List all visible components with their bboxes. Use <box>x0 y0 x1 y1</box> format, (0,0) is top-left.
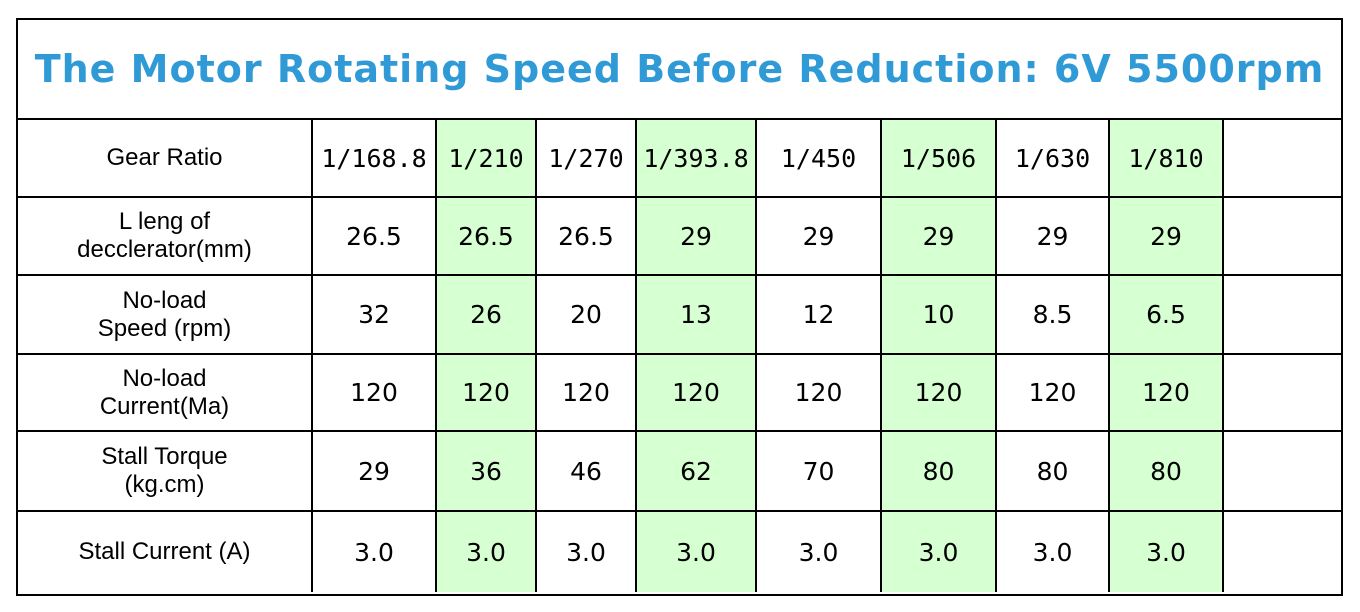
gear-ratio-cell: 1/270 <box>535 118 637 198</box>
value-cell: 62 <box>635 430 757 512</box>
value-cell: 29 <box>635 196 757 276</box>
value-cell: 80 <box>1108 430 1224 512</box>
value-cell: 3.0 <box>311 510 437 592</box>
table-row: Stall Torque (kg.cm) 29 36 46 62 70 80 80 80 <box>18 430 1343 512</box>
value-cell: 29 <box>995 196 1110 276</box>
row-label: L leng of decclerator(mm) <box>18 196 313 276</box>
value-cell: 3.0 <box>880 510 997 592</box>
table-row: No-load Current(Ma) 120 120 120 120 120 120 120… <box>18 353 1343 432</box>
table-row: Gear Ratio 1/168.8 1/210 1/270 1/393.8 1/450 1… <box>18 118 1343 198</box>
value-cell: 3.0 <box>435 510 537 592</box>
gear-ratio-cell: 1/210 <box>435 118 537 198</box>
value-cell: 29 <box>880 196 997 276</box>
value-cell: 70 <box>755 430 882 512</box>
title-row: The Motor Rotating Speed Before Reductio… <box>18 20 1341 120</box>
table-row: L leng of decclerator(mm) 26.5 26.5 26.5 29 2… <box>18 196 1343 276</box>
value-cell: 6.5 <box>1108 274 1224 355</box>
value-cell <box>1222 430 1343 512</box>
value-cell: 3.0 <box>995 510 1110 592</box>
value-cell: 20 <box>535 274 637 355</box>
value-cell: 120 <box>995 353 1110 432</box>
row-label: No-load Current(Ma) <box>18 353 313 432</box>
value-cell <box>1222 353 1343 432</box>
value-cell: 32 <box>311 274 437 355</box>
value-cell: 26 <box>435 274 537 355</box>
row-label: Stall Current (A) <box>18 510 313 592</box>
gear-ratio-cell: 1/450 <box>755 118 882 198</box>
value-cell: 3.0 <box>535 510 637 592</box>
value-cell: 80 <box>995 430 1110 512</box>
spec-table: Gear Ratio 1/168.8 1/210 1/270 1/393.8 1/450 1… <box>18 118 1343 592</box>
value-cell <box>1222 196 1343 276</box>
value-cell <box>1222 510 1343 592</box>
value-cell: 120 <box>880 353 997 432</box>
gear-ratio-cell: 1/630 <box>995 118 1110 198</box>
value-cell: 120 <box>311 353 437 432</box>
row-label: Stall Torque (kg.cm) <box>18 430 313 512</box>
table-row: Stall Current (A) 3.0 3.0 3.0 3.0 3.0 3.0 3.0 3.… <box>18 510 1343 592</box>
gear-ratio-cell: 1/810 <box>1108 118 1224 198</box>
gear-ratio-cell <box>1222 118 1343 198</box>
row-label: Gear Ratio <box>18 118 313 198</box>
value-cell: 120 <box>535 353 637 432</box>
value-cell: 13 <box>635 274 757 355</box>
value-cell: 29 <box>755 196 882 276</box>
value-cell: 120 <box>635 353 757 432</box>
value-cell: 26.5 <box>435 196 537 276</box>
value-cell: 26.5 <box>535 196 637 276</box>
value-cell: 10 <box>880 274 997 355</box>
value-cell: 80 <box>880 430 997 512</box>
gear-ratio-cell: 1/393.8 <box>635 118 757 198</box>
value-cell: 12 <box>755 274 882 355</box>
table-row: No-load Speed (rpm) 32 26 20 13 12 10 8.5 6.5 <box>18 274 1343 355</box>
value-cell: 26.5 <box>311 196 437 276</box>
value-cell: 3.0 <box>635 510 757 592</box>
value-cell: 46 <box>535 430 637 512</box>
value-cell <box>1222 274 1343 355</box>
gear-ratio-cell: 1/506 <box>880 118 997 198</box>
spec-table-frame: The Motor Rotating Speed Before Reductio… <box>16 18 1343 596</box>
gear-ratio-cell: 1/168.8 <box>311 118 437 198</box>
value-cell: 8.5 <box>995 274 1110 355</box>
value-cell: 29 <box>311 430 437 512</box>
value-cell: 120 <box>435 353 537 432</box>
value-cell: 120 <box>1108 353 1224 432</box>
value-cell: 3.0 <box>1108 510 1224 592</box>
value-cell: 36 <box>435 430 537 512</box>
value-cell: 120 <box>755 353 882 432</box>
value-cell: 3.0 <box>755 510 882 592</box>
row-label: No-load Speed (rpm) <box>18 274 313 355</box>
value-cell: 29 <box>1108 196 1224 276</box>
table-title: The Motor Rotating Speed Before Reductio… <box>34 47 1325 91</box>
